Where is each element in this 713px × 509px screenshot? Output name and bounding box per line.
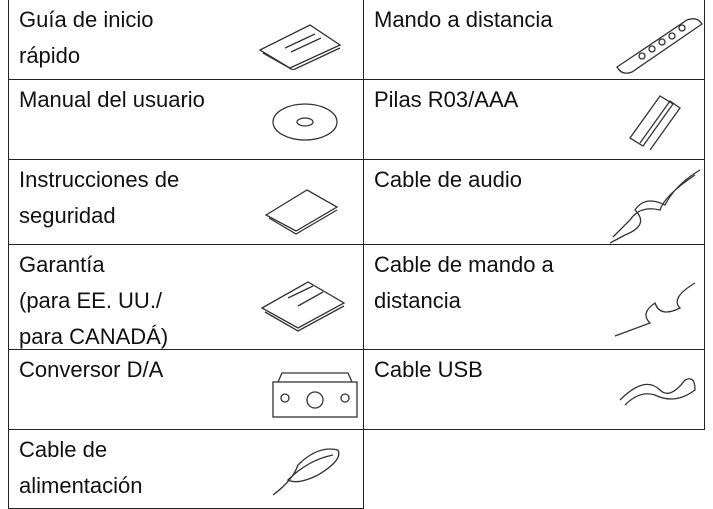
cell-text: rápido bbox=[19, 43, 81, 68]
cell-text: Mando a distancia bbox=[374, 7, 553, 32]
table-cell: Mando a distancia bbox=[364, 0, 705, 80]
batteries-icon bbox=[629, 95, 681, 151]
cell-text: alimentación bbox=[19, 473, 143, 498]
table-cell: Cable USB bbox=[364, 350, 705, 430]
booklet-icon bbox=[258, 24, 342, 70]
cell-text: Cable de audio bbox=[374, 167, 523, 192]
cell-text: seguridad bbox=[19, 203, 116, 228]
cell-text: Manual del usuario bbox=[19, 87, 205, 112]
audio-cable-icon bbox=[609, 169, 701, 244]
table-cell: Conversor D/A bbox=[8, 350, 364, 430]
table-cell: Manual del usuario bbox=[8, 80, 364, 160]
cell-text: Cable USB bbox=[374, 357, 483, 382]
remote-icon bbox=[616, 18, 703, 74]
document-icon bbox=[264, 189, 339, 235]
usb-cable-icon bbox=[619, 378, 696, 406]
power-cable-icon bbox=[272, 448, 340, 496]
cell-text: Instrucciones de bbox=[19, 167, 180, 192]
cell-text: para CANADÁ) bbox=[19, 324, 169, 349]
cell-text: distancia bbox=[374, 288, 461, 313]
table-cell: Guía de inicio rápido bbox=[8, 0, 364, 80]
cell-text: Conversor D/A bbox=[19, 357, 164, 382]
cell-text: (para EE. UU./ bbox=[19, 288, 163, 313]
table-cell: Cable de audio bbox=[364, 160, 705, 245]
cell-text: Pilas R03/AAA bbox=[374, 87, 519, 112]
cell-text: Cable de bbox=[19, 437, 108, 462]
cell-text: Garantía bbox=[19, 252, 105, 277]
table-cell: Pilas R03/AAA bbox=[364, 80, 705, 160]
warranty-icon bbox=[260, 281, 346, 332]
cell-text: Cable de mando a bbox=[374, 252, 554, 277]
dac-icon bbox=[272, 372, 358, 418]
cd-icon bbox=[272, 103, 338, 141]
table-cell: Instrucciones de seguridad bbox=[8, 160, 364, 245]
cell-text: Guía de inicio bbox=[19, 7, 154, 32]
table-cell: Cable de mando a distancia bbox=[364, 245, 705, 350]
table-cell: Cable de alimentación bbox=[8, 430, 364, 509]
table-cell: Garantía (para EE. UU./ para CANADÁ) bbox=[8, 245, 364, 350]
remote-cable-icon bbox=[614, 282, 696, 337]
